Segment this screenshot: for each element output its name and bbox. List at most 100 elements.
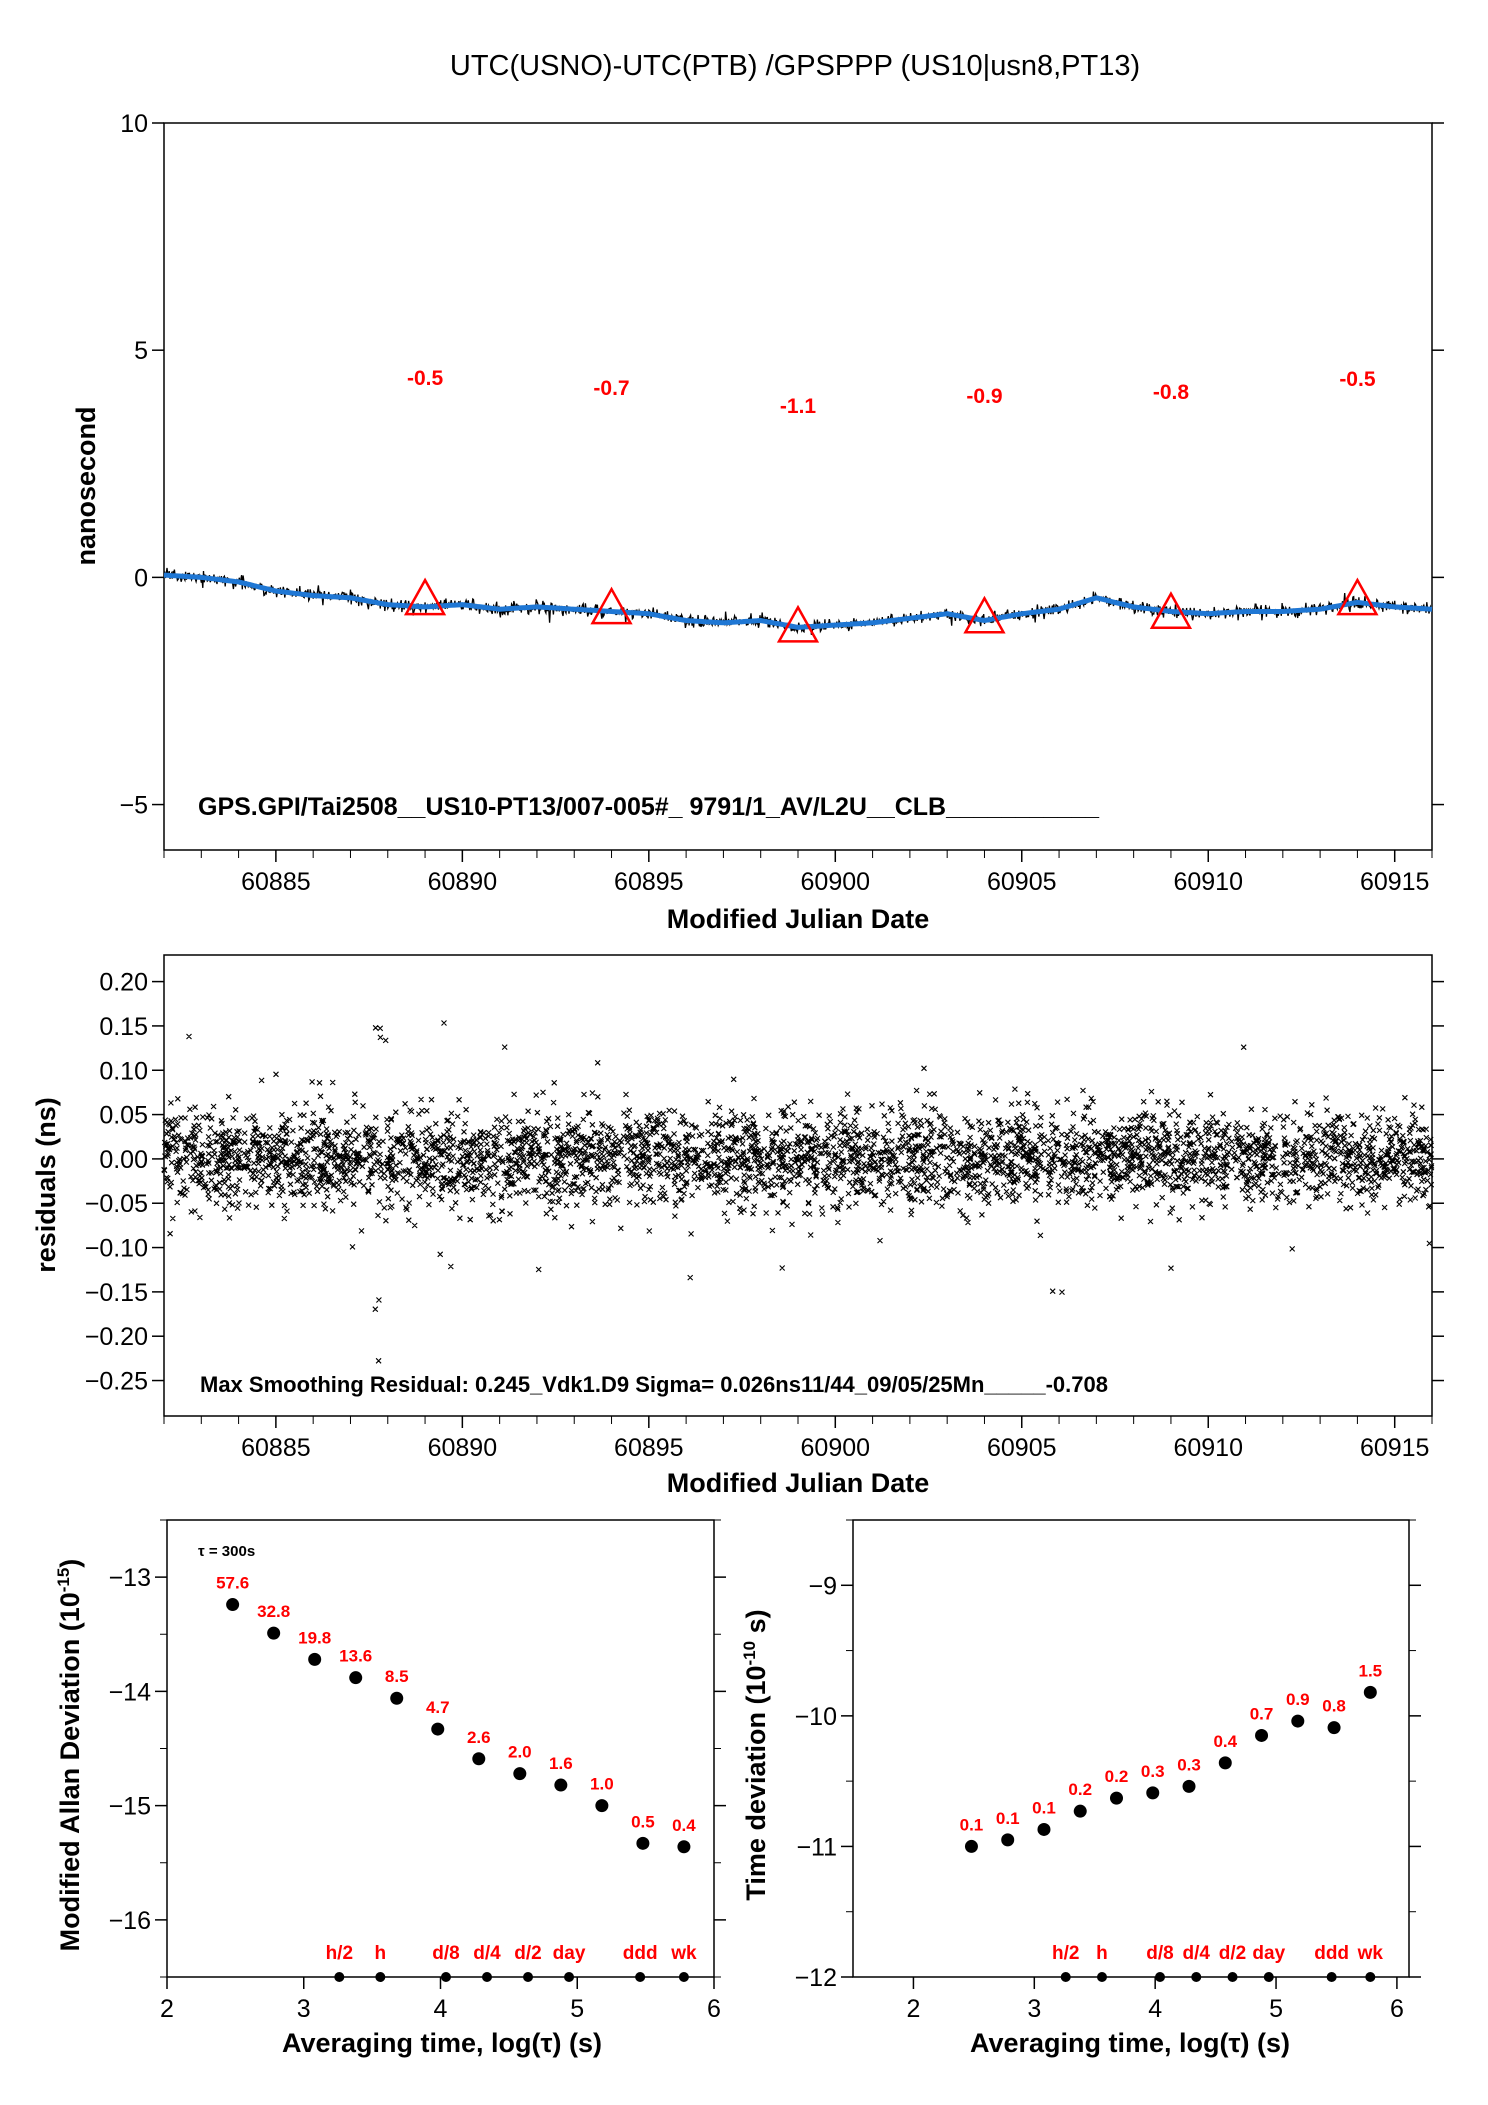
x-tick-labels: 60885 60890 60895 60900 60905 60910 60915 — [241, 868, 1429, 896]
interval-marker-label: ddd — [1314, 1943, 1349, 1964]
y-tick-label: 0 — [134, 564, 148, 592]
deviation-value-label: 57.6 — [216, 1574, 249, 1593]
interval-marker — [1326, 1972, 1337, 1982]
x-tick-label: 4 — [434, 1995, 448, 2023]
offset-markers: -0.5 -0.7 -1.1 -0.9 -0.8 -0.5 — [403, 367, 1379, 643]
x-axis-label: Modified Julian Date — [667, 1468, 930, 1498]
x-tick-label: 60900 — [801, 1434, 871, 1462]
x-tick-label: 60905 — [987, 868, 1057, 896]
deviation-point — [1363, 1685, 1377, 1699]
x-axis-label: Modified Julian Date — [667, 904, 930, 934]
deviation-point — [554, 1778, 568, 1792]
x-tick-label: 60885 — [241, 1434, 311, 1462]
y-tick-label: −0.15 — [85, 1279, 148, 1307]
tick-marks — [152, 122, 1444, 862]
offset-marker — [963, 595, 1006, 634]
deviation-value-label: 2.6 — [467, 1728, 491, 1747]
y-tick-labels: −12 −11 −10 −9 — [795, 1572, 837, 1992]
tau-note: τ = 300s — [198, 1543, 255, 1560]
offset-marker — [1336, 577, 1379, 616]
deviation-value-label: 0.9 — [1286, 1690, 1310, 1709]
deviation-point — [1327, 1721, 1341, 1735]
interval-markers: h/2 h d/8 d/4 d/2 day ddd wk — [1052, 1943, 1383, 1982]
interval-marker-label: wk — [1357, 1943, 1384, 1964]
interval-marker — [1263, 1972, 1274, 1982]
interval-marker — [1096, 1972, 1107, 1982]
y-tick-label: 5 — [134, 337, 148, 365]
deviation-value-label: 0.1 — [1032, 1798, 1056, 1817]
interval-marker-label: d/2 — [514, 1943, 541, 1964]
y-tick-labels: −16 −15 −14 −13 — [109, 1564, 152, 1935]
interval-marker — [678, 1972, 689, 1982]
deviation-point — [226, 1598, 240, 1612]
y-tick-label: 10 — [120, 110, 148, 138]
y-tick-labels: −0.25 −0.20 −0.15 −0.10 −0.05 0.00 0.05 0.10 0.1… — [85, 969, 148, 1396]
time-deviation-panel: 0.1 0.1 0.1 0.2 0.2 0.3 0.3 0.4 0.7 0.9 0.8 1.5 h/2… — [740, 1519, 1421, 2058]
interval-marker-label: h — [375, 1943, 387, 1964]
deviation-value-label: 0.2 — [1105, 1767, 1129, 1786]
x-tick-label: 6 — [707, 1995, 721, 2023]
interval-marker-label: h/2 — [1052, 1943, 1079, 1964]
x-tick-label: 60890 — [428, 1434, 498, 1462]
deviation-point — [1109, 1791, 1123, 1805]
deviation-point — [267, 1626, 281, 1640]
tick-marks — [155, 1519, 726, 1989]
residuals-panel: −0.25 −0.20 −0.15 −0.10 −0.05 0.00 0.05 0.10 0.1… — [31, 954, 1444, 1498]
deviation-point — [1073, 1804, 1087, 1818]
deviation-point — [308, 1652, 322, 1666]
interval-marker — [1060, 1972, 1071, 1982]
x-tick-label: 60905 — [987, 1434, 1057, 1462]
x-tick-label: 2 — [160, 1995, 174, 2023]
deviation-value-label: 0.2 — [1068, 1780, 1092, 1799]
deviation-point — [636, 1836, 650, 1850]
deviation-value-label: 2.0 — [508, 1743, 532, 1762]
run-annotation: GPS.GPI/Tai2508__US10-PT13/007-005#_ 979… — [198, 793, 1100, 821]
deviation-point — [1291, 1714, 1305, 1728]
interval-marker-label: d/8 — [432, 1943, 459, 1964]
plot-frame — [163, 122, 1433, 851]
x-tick-label: 60900 — [801, 868, 871, 896]
deviation-point — [964, 1839, 978, 1853]
deviation-value-label: 32.8 — [257, 1602, 290, 1621]
interval-marker — [481, 1972, 492, 1982]
deviation-value-label: 0.1 — [960, 1815, 984, 1834]
y-tick-label: −10 — [795, 1703, 837, 1731]
raw-trace — [163, 567, 1433, 636]
deviation-value-label: 0.5 — [631, 1812, 655, 1831]
mdev-points: 57.6 32.8 19.8 13.6 8.5 4.7 2.6 2.0 1.6 1.0 0.5 0.4 — [216, 1574, 696, 1854]
interval-markers: h/2 h d/8 d/4 d/2 day ddd wk — [326, 1943, 697, 1982]
x-tick-labels: 60885 60890 60895 60900 60905 60910 60915 — [241, 1434, 1429, 1462]
x-tick-label: 60910 — [1173, 1434, 1243, 1462]
y-tick-label: 0.00 — [99, 1146, 148, 1174]
y-tick-label: 0.20 — [99, 969, 148, 997]
y-tick-labels: −5 0 5 10 — [119, 110, 148, 820]
residual-annotation: Max Smoothing Residual: 0.245_Vdk1.D9 Si… — [200, 1372, 1108, 1397]
residual-points — [161, 1020, 1435, 1364]
deviation-point — [1255, 1728, 1269, 1742]
y-tick-label: −9 — [808, 1572, 837, 1600]
deviation-point — [1001, 1833, 1015, 1847]
x-tick-label: 3 — [297, 1995, 311, 2023]
deviation-point — [595, 1799, 609, 1813]
x-tick-labels: 2 3 4 5 6 — [906, 1995, 1403, 2023]
interval-marker-label: d/8 — [1146, 1943, 1173, 1964]
deviation-value-label: 13.6 — [339, 1647, 372, 1666]
y-axis-label: Time deviation (10-10 s) — [740, 1609, 771, 1900]
tick-marks — [841, 1519, 1421, 1989]
x-tick-labels: 2 3 4 5 6 — [160, 1995, 721, 2023]
deviation-point — [1146, 1786, 1160, 1800]
tdev-points: 0.1 0.1 0.1 0.2 0.2 0.3 0.3 0.4 0.7 0.9 0.8 1.5 — [960, 1661, 1382, 1853]
interval-marker — [440, 1972, 451, 1982]
tick-marks — [152, 980, 1444, 1428]
deviation-value-label: 1.0 — [590, 1775, 614, 1794]
deviation-value-label: 1.6 — [549, 1754, 573, 1773]
offset-marker — [590, 586, 633, 625]
y-tick-label: −12 — [795, 1964, 837, 1992]
y-tick-label: −14 — [109, 1678, 152, 1706]
y-tick-label: 0.15 — [99, 1013, 148, 1041]
x-tick-label: 60910 — [1173, 868, 1243, 896]
deviation-value-label: 0.8 — [1322, 1697, 1346, 1716]
y-tick-label: −15 — [109, 1793, 151, 1821]
y-tick-label: −0.25 — [85, 1368, 148, 1396]
